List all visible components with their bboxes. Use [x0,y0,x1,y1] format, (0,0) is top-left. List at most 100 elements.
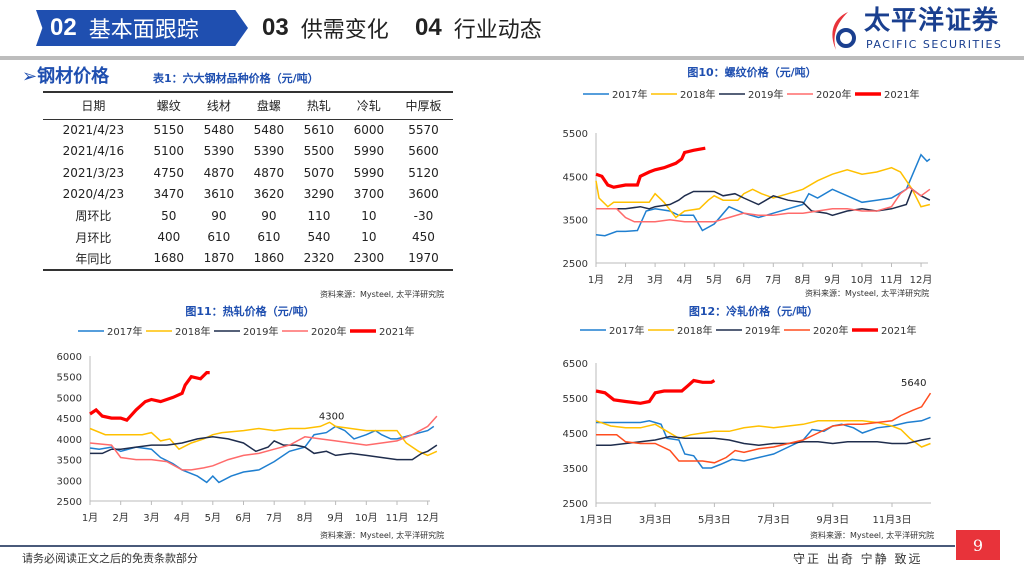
legend-label: 2017年 [612,88,647,101]
table-cell: 4750 [153,165,185,180]
table-cell: -30 [413,208,434,223]
nav-tab-supply-demand[interactable]: 03 供需变化 [262,10,389,46]
table-source: 资料来源：Mysteel, 太平洋研究院 [320,290,445,299]
table-cell: 400 [157,230,181,245]
table-cell: 10 [361,208,377,223]
table-cell: 10 [361,230,377,245]
x-tick-label: 1月 [588,274,604,286]
chart-title: 图11：热轧价格（元/吨） [185,304,314,318]
table-cell: 2021/4/23 [62,123,125,137]
table-row: 2021/3/23 4750 4870 4870 5070 5990 5120 [43,162,453,184]
table-cell: 5150 [153,123,185,137]
table-cell: 年同比 [43,248,144,271]
table-row: 周环比 50 90 90 110 10 -30 [43,205,453,227]
table-row: 2021/4/23 5150 5480 5480 5610 6000 5570 [43,119,453,141]
chart-source: 资料来源：Mysteel, 太平洋研究院 [805,288,929,298]
table-cell: 540 [307,230,331,245]
nav-tab-fundamentals[interactable]: 02 基本面跟踪 [36,10,248,46]
nav-tab-number: 03 [262,14,289,41]
table-cell: 5390 [203,144,235,159]
table-cell: 月环比 [75,230,112,245]
x-tick-label: 7月 [266,512,282,524]
x-tick-label: 2月 [113,512,129,524]
x-tick-label: 11月 [880,274,903,286]
footer-motto: 守正 出奇 宁静 致远 [793,552,923,566]
data-label: 5640 [901,378,926,389]
table-cell: 2020/4/23 [62,187,125,202]
legend-label: 2017年 [107,325,142,338]
legend-label: 2017年 [609,324,644,337]
table-cell: 1680 [143,248,194,271]
table-cell: 90 [211,208,227,223]
table-cell: 周环比 [75,209,112,224]
chart-title: 图10：螺纹价格（元/吨） [687,65,816,79]
legend-label: 2018年 [175,325,210,338]
column-header: 日期 [43,91,144,120]
x-tick-label: 9月 [824,274,840,286]
table-cell: 2021/3/23 [62,165,125,180]
cold-rolled-price-chart: 图12：冷轧价格（元/吨） 2500 3500 4500 5500 6500 1月3日 3月3… [563,304,935,540]
legend-label: 2021年 [884,88,919,101]
logo-subtext: PACIFIC SECURITIES [866,38,1003,51]
x-tick-label: 5月 [706,274,722,286]
footer-divider [0,545,955,547]
column-header: 线材 [193,91,244,120]
nav-tab-label: 基本面跟踪 [88,18,199,43]
nav-tab-industry-news[interactable]: 04 行业动态 [415,10,542,46]
footer-disclaimer: 请务必阅读正文之后的免责条款部分 [22,552,198,565]
table-cell: 5600 [408,144,439,159]
table-cell: 4870 [253,165,285,180]
table-cell: 5480 [203,123,235,137]
column-header: 盘螺 [243,91,294,120]
legend-label: 2021年 [379,325,414,338]
nav-tab-label: 供需变化 [300,18,389,43]
y-tick-label: 3500 [57,456,82,467]
pacific-logo-icon [832,12,856,50]
x-tick-label: 6月 [736,274,752,286]
table-cell: 3700 [353,187,385,202]
legend-label: 2019年 [748,88,783,101]
legend-label: 2020年 [816,88,851,101]
y-tick-label: 6500 [563,359,588,370]
y-tick-label: 4500 [563,172,588,183]
x-tick-label: 9月3日 [816,514,849,526]
y-tick-label: 2500 [57,497,82,508]
series-line-2021 [89,371,210,423]
chart-title: 图12：冷轧价格（元/吨） [689,304,818,318]
x-tick-label: 8月 [795,274,811,286]
y-tick-label: 2500 [563,499,588,510]
series-line-2021 [595,378,716,405]
x-tick-label: 8月 [297,512,313,524]
column-header: 冷轧 [343,91,394,120]
table-cell: 3290 [303,187,335,202]
x-tick-label: 5月 [205,512,221,524]
table-cell: 5100 [153,144,185,159]
table-cell: 1970 [393,248,453,271]
table-cell: 3600 [408,187,439,202]
table-cell: 2300 [343,248,394,271]
table-cell: 5500 [303,144,335,159]
x-tick-label: 7月 [765,274,781,286]
legend-label: 2020年 [311,325,346,338]
x-tick-label: 6月 [235,512,251,524]
hot-rolled-price-chart: 图11：热轧价格（元/吨） 2500 3000 3500 4000 4500 5000 550… [57,304,445,540]
series-line-2018 [89,421,438,457]
legend-label: 2021年 [881,324,916,337]
table-cell: 5480 [253,123,285,137]
series-line-2019 [90,436,438,461]
y-tick-label: 5500 [563,129,588,140]
table-title: 表1：六大钢材品种价格（元/吨） [153,72,319,85]
table-cell: 3470 [153,187,185,202]
x-tick-label: 12月 [910,274,933,286]
y-tick-label: 2500 [563,259,588,270]
table-cell: 5610 [303,123,335,137]
x-tick-label: 4月 [676,274,692,286]
table-cell: 50 [161,208,177,223]
legend-label: 2018年 [680,88,715,101]
table-cell: 610 [257,230,281,245]
series-line-2017 [596,416,931,469]
x-tick-label: 11月3日 [872,514,911,526]
x-tick-label: 10月 [851,274,874,286]
y-tick-label: 5500 [57,373,82,384]
chart-source: 资料来源：Mysteel, 太平洋研究院 [320,530,444,540]
